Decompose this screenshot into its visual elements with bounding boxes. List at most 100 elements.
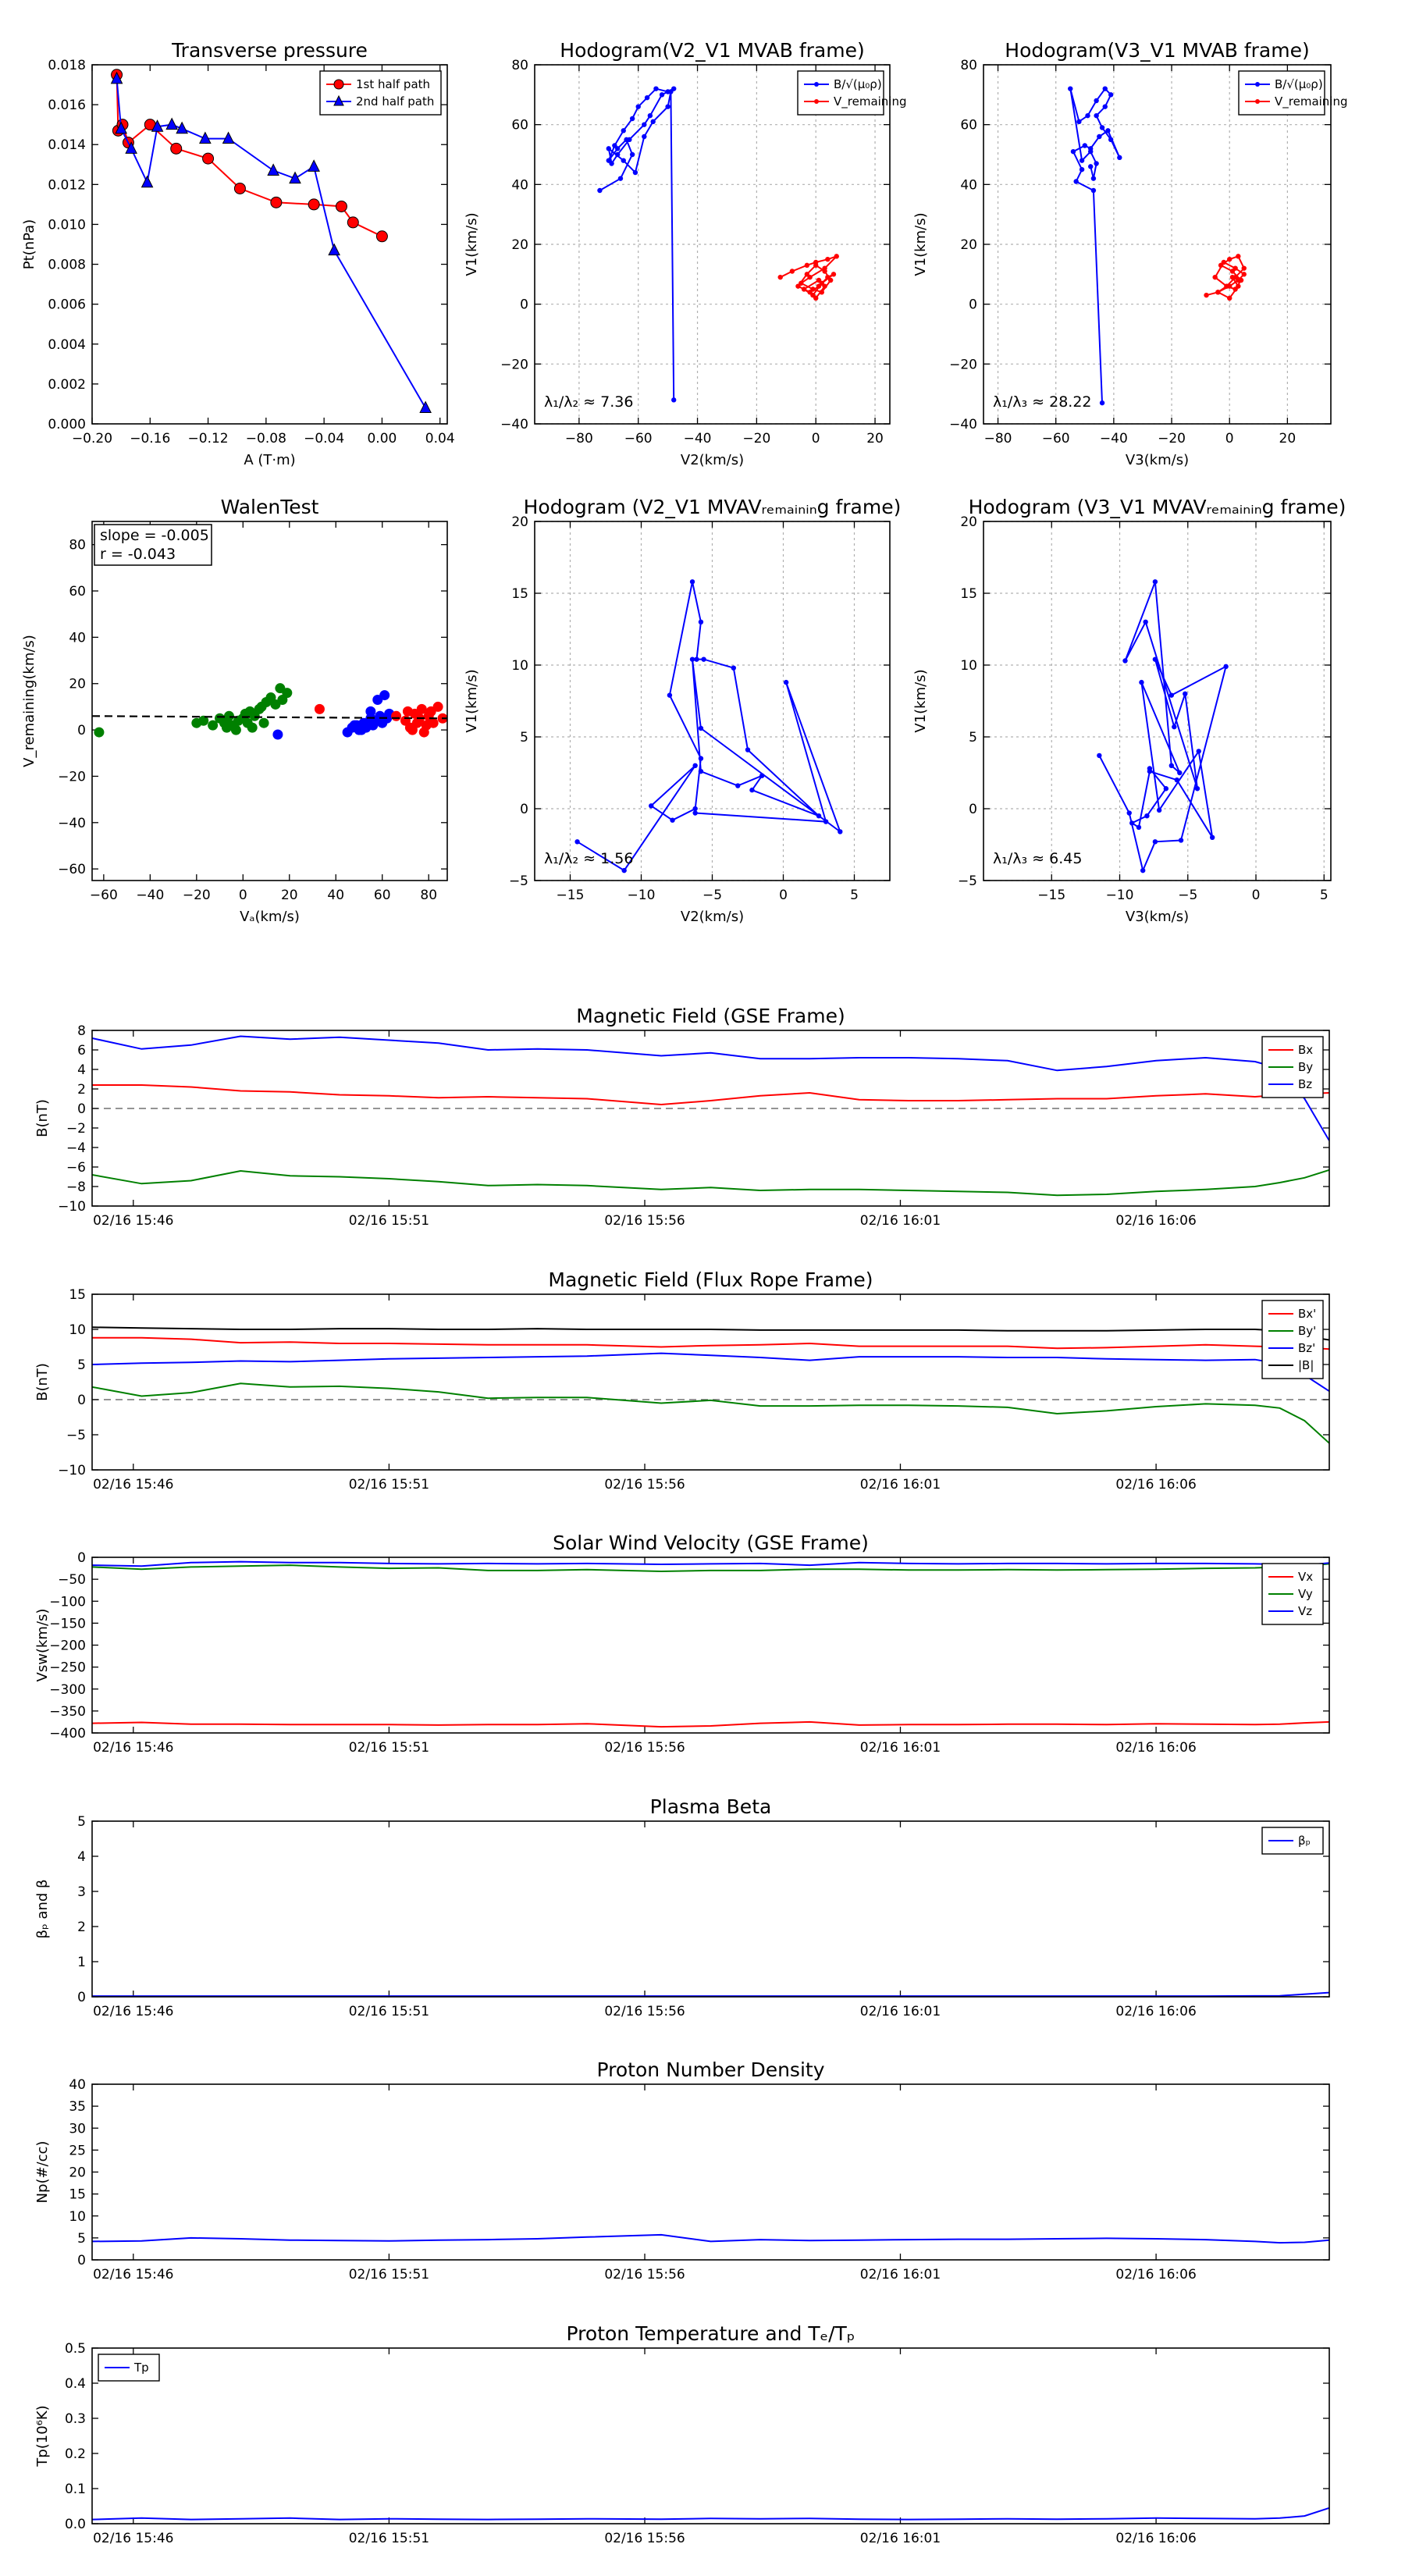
x-tick-label: 02/16 15:51 <box>349 1477 429 1493</box>
y-tick-label: 0.3 <box>65 2411 86 2427</box>
data-point <box>1227 295 1232 301</box>
x-tick-label: −60 <box>1042 431 1070 447</box>
data-point <box>1174 777 1180 783</box>
data-point <box>1238 277 1244 283</box>
y-tick-label: −300 <box>49 1682 86 1698</box>
data-point <box>233 182 246 194</box>
y-axis-label: V_remaining(km/s) <box>21 635 37 767</box>
y-tick-label: 4 <box>77 1062 86 1078</box>
data-point <box>1073 179 1079 184</box>
data-point <box>349 720 360 731</box>
y-axis-label: Vsw(km/s) <box>34 1609 51 1682</box>
series-layer <box>92 1326 1329 1444</box>
ratio-annotation: λ₁/λ₃ ≈ 28.22 <box>993 393 1092 411</box>
data-point <box>1079 166 1085 173</box>
legend-label: 1st half path <box>356 77 430 91</box>
data-point <box>759 773 765 778</box>
chart-proton-number-density: 02/16 15:46 02/16 15:51 02/16 15:56 02/16 1… <box>34 2058 1330 2282</box>
series-line-Vy <box>92 1563 1329 1573</box>
x-tick-label: 80 <box>420 888 437 903</box>
y-tick-label: 2 <box>77 1920 86 1935</box>
data-point <box>222 131 235 144</box>
y-tick-label: −10 <box>58 1463 86 1478</box>
y-tick-label: 0 <box>77 1550 86 1566</box>
y-tick-label: 0.2 <box>65 2446 86 2462</box>
y-tick-label: 5 <box>520 730 528 745</box>
y-tick-label: −5 <box>958 873 977 889</box>
plot-frame <box>91 1820 1330 1998</box>
series-line-βₚ <box>92 1991 1329 1997</box>
data-point <box>1129 820 1135 826</box>
ratio-annotation: λ₁/λ₂ ≈ 1.56 <box>544 850 633 867</box>
chart-title: Transverse pressure <box>171 39 368 62</box>
y-axis-label: βₚ and β <box>34 1880 51 1939</box>
legend-label: Vx <box>1298 1570 1313 1584</box>
data-point <box>140 175 154 188</box>
data-point <box>597 187 603 194</box>
y-axis-label: V1(km/s) <box>464 669 480 732</box>
data-point <box>621 128 626 133</box>
data-point <box>1126 810 1132 816</box>
data-point <box>670 817 675 823</box>
x-axis-label: V3(km/s) <box>1126 452 1189 468</box>
chart-plasma-beta: 02/16 15:46 02/16 15:51 02/16 15:56 02/16 1… <box>34 1795 1330 2019</box>
data-point <box>777 274 783 280</box>
data-point <box>1204 292 1209 298</box>
y-tick-label: 5 <box>77 2231 86 2247</box>
data-point <box>1099 400 1105 406</box>
data-point <box>1099 125 1105 130</box>
x-tick-label: −60 <box>624 431 653 447</box>
y-axis-label: B(nT) <box>34 1363 51 1401</box>
data-point <box>1088 164 1094 169</box>
data-point <box>254 703 265 714</box>
data-point <box>813 295 819 301</box>
plot-frame <box>91 1557 1330 1734</box>
data-point <box>644 94 650 101</box>
data-point <box>1227 256 1232 262</box>
series-layer <box>597 86 839 403</box>
x-tick-label: 0 <box>239 888 247 903</box>
chart-title: Proton Number Density <box>597 2058 825 2081</box>
data-point <box>328 243 340 256</box>
legend-label: Bx <box>1298 1043 1313 1057</box>
data-point <box>1090 187 1097 194</box>
plot-frame <box>91 2347 1330 2524</box>
data-point <box>1172 724 1177 730</box>
y-axis-label: V1(km/s) <box>464 212 480 276</box>
x-tick-label: −5 <box>702 888 722 903</box>
legend-label: V_remaining <box>1275 94 1348 109</box>
x-tick-label: 02/16 15:56 <box>604 1213 685 1229</box>
data-point <box>816 277 822 283</box>
data-point <box>1147 766 1153 771</box>
data-point <box>1117 155 1122 161</box>
x-tick-label: −0.04 <box>304 431 344 447</box>
x-tick-label: 02/16 16:06 <box>1115 1213 1196 1229</box>
data-point <box>783 679 789 685</box>
data-point <box>1102 104 1108 109</box>
x-tick-label: 02/16 16:06 <box>1115 1477 1196 1493</box>
x-tick-label: −60 <box>90 888 118 903</box>
data-point <box>659 92 665 98</box>
x-tick-label: −40 <box>1100 431 1128 447</box>
series-layer <box>92 1991 1329 1997</box>
x-tick-label: 02/16 16:06 <box>1115 1740 1196 1756</box>
series-layer <box>1068 86 1247 406</box>
data-point <box>314 703 325 714</box>
y-tick-label: −40 <box>58 816 86 831</box>
x-tick-label: 02/16 15:56 <box>604 2004 685 2019</box>
legend: Bx By Bz <box>1261 1036 1324 1098</box>
y-tick-label: −5 <box>509 873 528 889</box>
x-tick-label: −15 <box>557 888 585 903</box>
data-point <box>1068 86 1073 91</box>
legend-marker <box>814 99 819 104</box>
y-tick-label: −250 <box>49 1660 86 1676</box>
data-point <box>789 269 795 274</box>
data-point <box>665 104 670 109</box>
y-axis-label: B(nT) <box>34 1099 51 1137</box>
legend-label: Vz <box>1298 1604 1312 1618</box>
y-tick-label: 10 <box>69 2209 86 2225</box>
chart-proton-temperature: 02/16 15:46 02/16 15:51 02/16 15:56 02/16 1… <box>34 2322 1330 2546</box>
data-point <box>270 196 283 208</box>
